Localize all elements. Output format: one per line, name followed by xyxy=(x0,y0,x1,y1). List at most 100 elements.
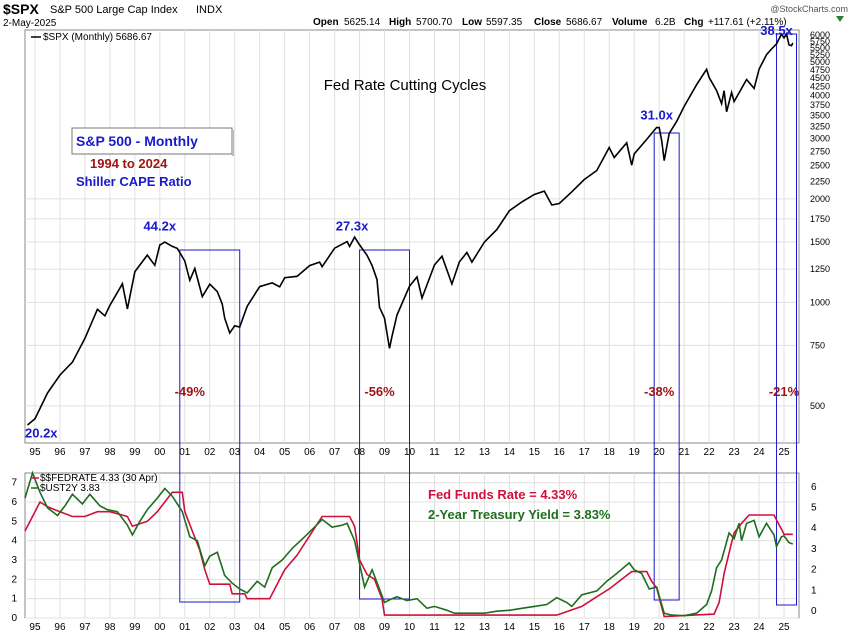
x-tick-label-top: 06 xyxy=(304,447,316,458)
close-label: Close xyxy=(534,17,562,28)
y-tick-label-rates-right: 4 xyxy=(811,523,817,534)
x-tick-label-bottom: 99 xyxy=(129,622,141,633)
rate-cut-cycle-box xyxy=(359,249,411,600)
y-tick-label-price: 4500 xyxy=(810,73,830,83)
y-tick-label-price: 5500 xyxy=(810,43,830,53)
x-tick-label-top: 98 xyxy=(104,447,116,458)
chg-value: +117.61 (+2.11%) xyxy=(708,17,787,28)
x-tick-label-bottom: 08 xyxy=(354,622,366,633)
x-tick-label-bottom: 24 xyxy=(753,622,765,633)
axis-ticks: 9595969697979898999900000101020203030404… xyxy=(11,30,830,633)
x-tick-label-bottom: 07 xyxy=(329,622,341,633)
x-tick-label-top: 25 xyxy=(778,447,790,458)
x-tick-label-bottom: 06 xyxy=(304,622,316,633)
cape-ratio-label: 44.2x xyxy=(144,218,177,233)
y-tick-label-rates-left: 2 xyxy=(11,574,17,585)
x-tick-label-bottom: 05 xyxy=(279,622,291,633)
x-tick-label-bottom: 01 xyxy=(179,622,191,633)
spx-price-line xyxy=(26,31,794,426)
x-tick-label-top: 02 xyxy=(204,447,216,458)
y-tick-label-rates-left: 4 xyxy=(11,536,17,547)
y-tick-label-price: 3500 xyxy=(810,110,830,120)
x-tick-label-bottom: 20 xyxy=(654,622,666,633)
x-tick-label-top: 12 xyxy=(454,447,466,458)
x-tick-label-top: 96 xyxy=(54,447,66,458)
x-tick-label-bottom: 17 xyxy=(579,622,591,633)
header-name: S&P 500 Large Cap Index xyxy=(50,4,178,16)
x-tick-label-bottom: 04 xyxy=(254,622,266,633)
y-tick-label-price: 1000 xyxy=(810,297,830,307)
price-panel-frame xyxy=(24,29,800,444)
drawdown-label: -21% xyxy=(769,384,800,399)
x-tick-label-bottom: 95 xyxy=(29,622,41,633)
drawdown-label: -38% xyxy=(644,384,675,399)
y-tick-label-price: 2750 xyxy=(810,146,830,156)
text-box-subtitle: Shiller CAPE Ratio xyxy=(76,174,192,189)
x-tick-label-bottom: 21 xyxy=(679,622,691,633)
x-tick-label-bottom: 18 xyxy=(604,622,616,633)
x-tick-label-bottom: 16 xyxy=(554,622,566,633)
rate-cut-cycle-box xyxy=(179,249,241,603)
close-value: 5686.67 xyxy=(566,17,603,28)
x-tick-label-top: 14 xyxy=(504,447,516,458)
ust2y-line xyxy=(24,470,794,617)
y-tick-label-rates-right: 3 xyxy=(811,544,817,555)
open-value: 5625.14 xyxy=(344,17,381,28)
y-tick-label-rates-left: 5 xyxy=(11,516,17,527)
x-tick-label-bottom: 11 xyxy=(429,622,440,633)
x-tick-label-top: 95 xyxy=(29,447,41,458)
x-tick-label-top: 22 xyxy=(704,447,716,458)
y-tick-label-price: 5750 xyxy=(810,36,830,46)
x-tick-label-bottom: 10 xyxy=(404,622,416,633)
y-tick-label-rates-right: 0 xyxy=(811,606,817,617)
y-tick-label-price: 1750 xyxy=(810,214,830,224)
x-tick-label-bottom: 22 xyxy=(704,622,716,633)
y-tick-label-rates-left: 0 xyxy=(11,613,17,624)
x-tick-label-top: 97 xyxy=(79,447,91,458)
y-tick-label-price: 500 xyxy=(810,401,825,411)
series-lines xyxy=(24,31,794,618)
text-box-title: S&P 500 - Monthly xyxy=(76,133,198,149)
scroll-down-icon[interactable] xyxy=(836,16,844,22)
drawdown-label: -49% xyxy=(175,384,206,399)
volume-value: 6.2B xyxy=(655,17,676,28)
x-tick-label-bottom: 96 xyxy=(54,622,66,633)
x-tick-label-bottom: 97 xyxy=(79,622,91,633)
x-tick-label-bottom: 03 xyxy=(229,622,241,633)
x-tick-label-top: 13 xyxy=(479,447,491,458)
y-tick-label-price: 6000 xyxy=(810,30,830,40)
x-tick-label-bottom: 09 xyxy=(379,622,391,633)
y-tick-label-price: 4250 xyxy=(810,81,830,91)
x-tick-label-top: 07 xyxy=(329,447,341,458)
x-tick-label-top: 08 xyxy=(354,447,366,458)
y-tick-label-price: 1500 xyxy=(810,237,830,247)
x-tick-label-top: 00 xyxy=(154,447,166,458)
stockcharts-watermark: @StockCharts.com xyxy=(770,4,848,14)
y-tick-label-price: 4750 xyxy=(810,65,830,75)
low-value: 5597.35 xyxy=(486,17,523,28)
y-tick-label-price: 5000 xyxy=(810,57,830,67)
y-tick-label-rates-left: 1 xyxy=(11,594,17,605)
y-tick-label-price: 3000 xyxy=(810,133,830,143)
rates-panel-frame xyxy=(24,472,800,619)
x-tick-label-top: 11 xyxy=(429,447,440,458)
cape-ratio-label: 20.2x xyxy=(25,425,58,440)
x-tick-label-bottom: 00 xyxy=(154,622,166,633)
header-exchange: INDX xyxy=(196,4,223,16)
rate-cut-cycle-box xyxy=(776,33,798,606)
x-tick-label-top: 21 xyxy=(679,447,691,458)
y-tick-label-rates-left: 6 xyxy=(11,497,17,508)
x-tick-label-top: 24 xyxy=(753,447,765,458)
x-tick-label-top: 09 xyxy=(379,447,391,458)
x-tick-label-bottom: 98 xyxy=(104,622,116,633)
y-tick-label-price: 2000 xyxy=(810,194,830,204)
gridlines xyxy=(25,30,799,619)
x-tick-label-top: 01 xyxy=(179,447,191,458)
x-tick-label-top: 23 xyxy=(729,447,741,458)
header-date: 2-May-2025 xyxy=(3,18,57,29)
ust2y-legend: $UST2Y 3.83 xyxy=(40,483,100,494)
x-tick-label-bottom: 14 xyxy=(504,622,516,633)
volume-label: Volume xyxy=(612,17,648,28)
